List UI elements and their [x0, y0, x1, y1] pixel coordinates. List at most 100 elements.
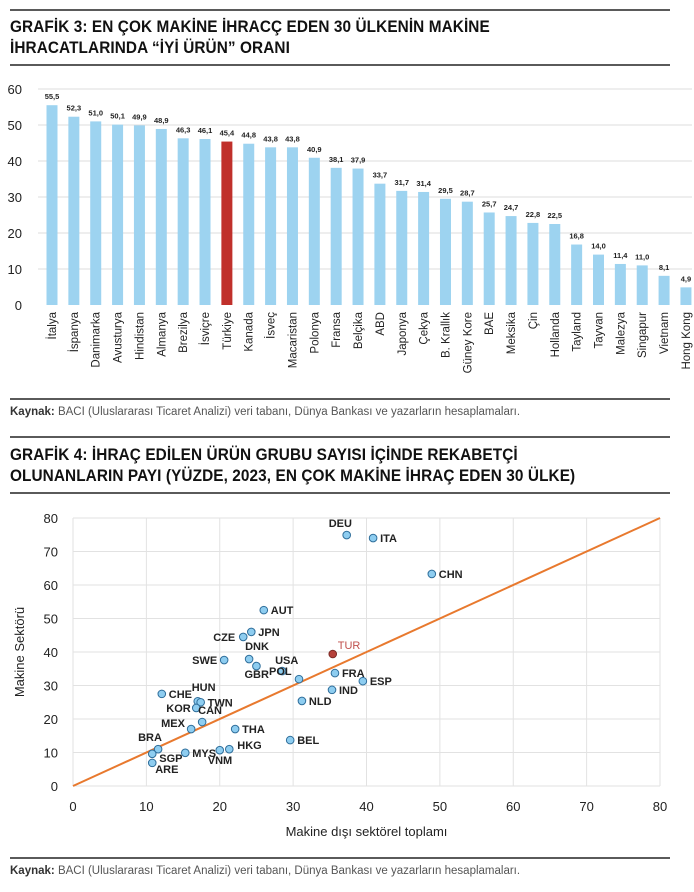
point-label: IND	[339, 685, 358, 697]
bar	[221, 141, 233, 305]
chart2-top-rule	[10, 436, 670, 438]
point-label: DEU	[329, 518, 352, 530]
scatter-point	[180, 748, 190, 758]
y-tick-label: 0	[15, 298, 22, 313]
y-tick-label: 30	[8, 190, 22, 205]
scatter-point	[197, 717, 207, 727]
point-label: FRA	[342, 668, 365, 680]
bar	[549, 224, 561, 305]
scatter-point	[297, 696, 307, 706]
point-label: HUN	[192, 682, 216, 694]
bar	[46, 105, 58, 305]
data-label: 49,9	[132, 112, 147, 121]
point-label: TUR	[338, 640, 361, 652]
x-tick-label: Hollanda	[550, 311, 562, 357]
source-label: Kaynak:	[10, 865, 55, 877]
x-tick-label: Malezya	[615, 311, 627, 354]
data-label: 28,7	[460, 189, 475, 198]
bar	[483, 212, 495, 305]
x-tick-label: İtalya	[46, 311, 59, 339]
scatter-point	[330, 668, 340, 678]
y-tick-label: 0	[51, 779, 58, 794]
bar	[68, 116, 80, 305]
bar-chart: 0 10 20 30 40 50 60 55,5 İtalya 52,3 İspanya 51,0 Da…	[8, 82, 693, 373]
bar	[308, 157, 320, 305]
scatter-chart: 0 10 20 30 40 50 60 70 80 0 10 20 30 40 50 60 70 80 Makine…	[12, 511, 667, 839]
data-label: 50,1	[110, 112, 125, 121]
point-label: VNM	[208, 755, 232, 767]
data-label: 55,5	[45, 92, 60, 101]
scatter-point	[244, 654, 254, 664]
data-label: 52,3	[67, 104, 82, 113]
y-tick-label: 10	[44, 746, 58, 761]
bar	[374, 183, 386, 305]
point-label: CHN	[439, 569, 463, 581]
scatter-point	[294, 674, 304, 684]
data-label: 25,7	[482, 199, 497, 208]
y-axis-label: Makine Sektörü	[12, 607, 27, 697]
data-label: 43,8	[263, 134, 278, 143]
x-tick-label: Kanada	[244, 311, 256, 351]
point-label: USA	[275, 655, 298, 667]
source-text: BACI (Uluslararası Ticaret Analizi) veri…	[54, 865, 521, 877]
point-label: JPN	[258, 627, 279, 639]
chart1-title-rule	[10, 64, 670, 66]
point-label: CHE	[169, 689, 192, 701]
x-tick-label: Hindistan	[134, 312, 146, 360]
scatter-point	[215, 745, 225, 755]
source-label: Kaynak:	[10, 406, 55, 418]
data-label: 4,9	[681, 274, 691, 283]
bar	[396, 190, 408, 305]
bar	[133, 125, 145, 305]
x-tick-label: 70	[579, 799, 593, 814]
scatter-point	[224, 744, 234, 754]
scatter-point	[285, 735, 295, 745]
bar	[505, 216, 517, 305]
bar	[636, 265, 648, 305]
y-tick-label: 10	[8, 262, 22, 277]
x-tick-label: Vietnam	[659, 312, 671, 354]
x-tick-label: 40	[359, 799, 373, 814]
x-tick-label: İsveç	[265, 312, 278, 339]
bar	[571, 244, 583, 305]
chart1-title-line2: İHRACATLARINDA “İYİ ÜRÜN” ORANI	[10, 39, 290, 57]
data-label: 14,0	[591, 242, 606, 251]
x-tick-label: 10	[139, 799, 153, 814]
x-tick-label: Hong Kong	[681, 312, 693, 370]
x-tick-label: ABD	[375, 312, 387, 336]
data-label: 38,1	[329, 155, 344, 164]
data-label: 16,8	[569, 232, 584, 241]
point-label: ESP	[370, 676, 392, 688]
x-tick-label: Almanya	[156, 311, 168, 356]
x-tick-label: Singapur	[637, 312, 649, 358]
x-tick-label: B. Krallık	[440, 312, 452, 358]
bar	[112, 124, 124, 305]
scatter-point	[259, 605, 269, 615]
scatter-point	[358, 676, 368, 686]
bar	[265, 147, 277, 305]
scatter-point	[252, 661, 261, 671]
y-tick-label: 60	[8, 82, 22, 97]
x-tick-label: İspanya	[68, 311, 81, 352]
chart1-source-rule	[10, 398, 670, 400]
data-label: 43,8	[285, 134, 300, 143]
scatter-point	[368, 533, 378, 543]
data-label: 33,7	[373, 171, 388, 180]
data-label: 22,5	[547, 211, 562, 220]
bar	[680, 287, 692, 305]
point-label: GBR	[244, 669, 269, 681]
x-tick-label: Fransa	[331, 311, 343, 347]
scatter-point	[427, 569, 437, 579]
chart2-title: GRAFİK 4: İHRAÇ EDİLEN ÜRÜN GRUBU SAYISI…	[10, 445, 575, 487]
data-label: 48,9	[154, 116, 169, 125]
bar	[658, 275, 670, 305]
point-label: HKG	[237, 740, 261, 752]
data-label: 11,4	[613, 251, 628, 260]
x-tick-label: Tayland	[572, 312, 584, 352]
chart2-title-line1: GRAFİK 4: İHRAÇ EDİLEN ÜRÜN GRUBU SAYISI…	[10, 446, 518, 464]
x-tick-label: Türkiye	[222, 312, 234, 350]
x-tick-label: 60	[506, 799, 520, 814]
scatter-point	[219, 655, 229, 665]
y-tick-label: 40	[8, 154, 22, 169]
x-tick-label: Tayvan	[594, 312, 606, 348]
